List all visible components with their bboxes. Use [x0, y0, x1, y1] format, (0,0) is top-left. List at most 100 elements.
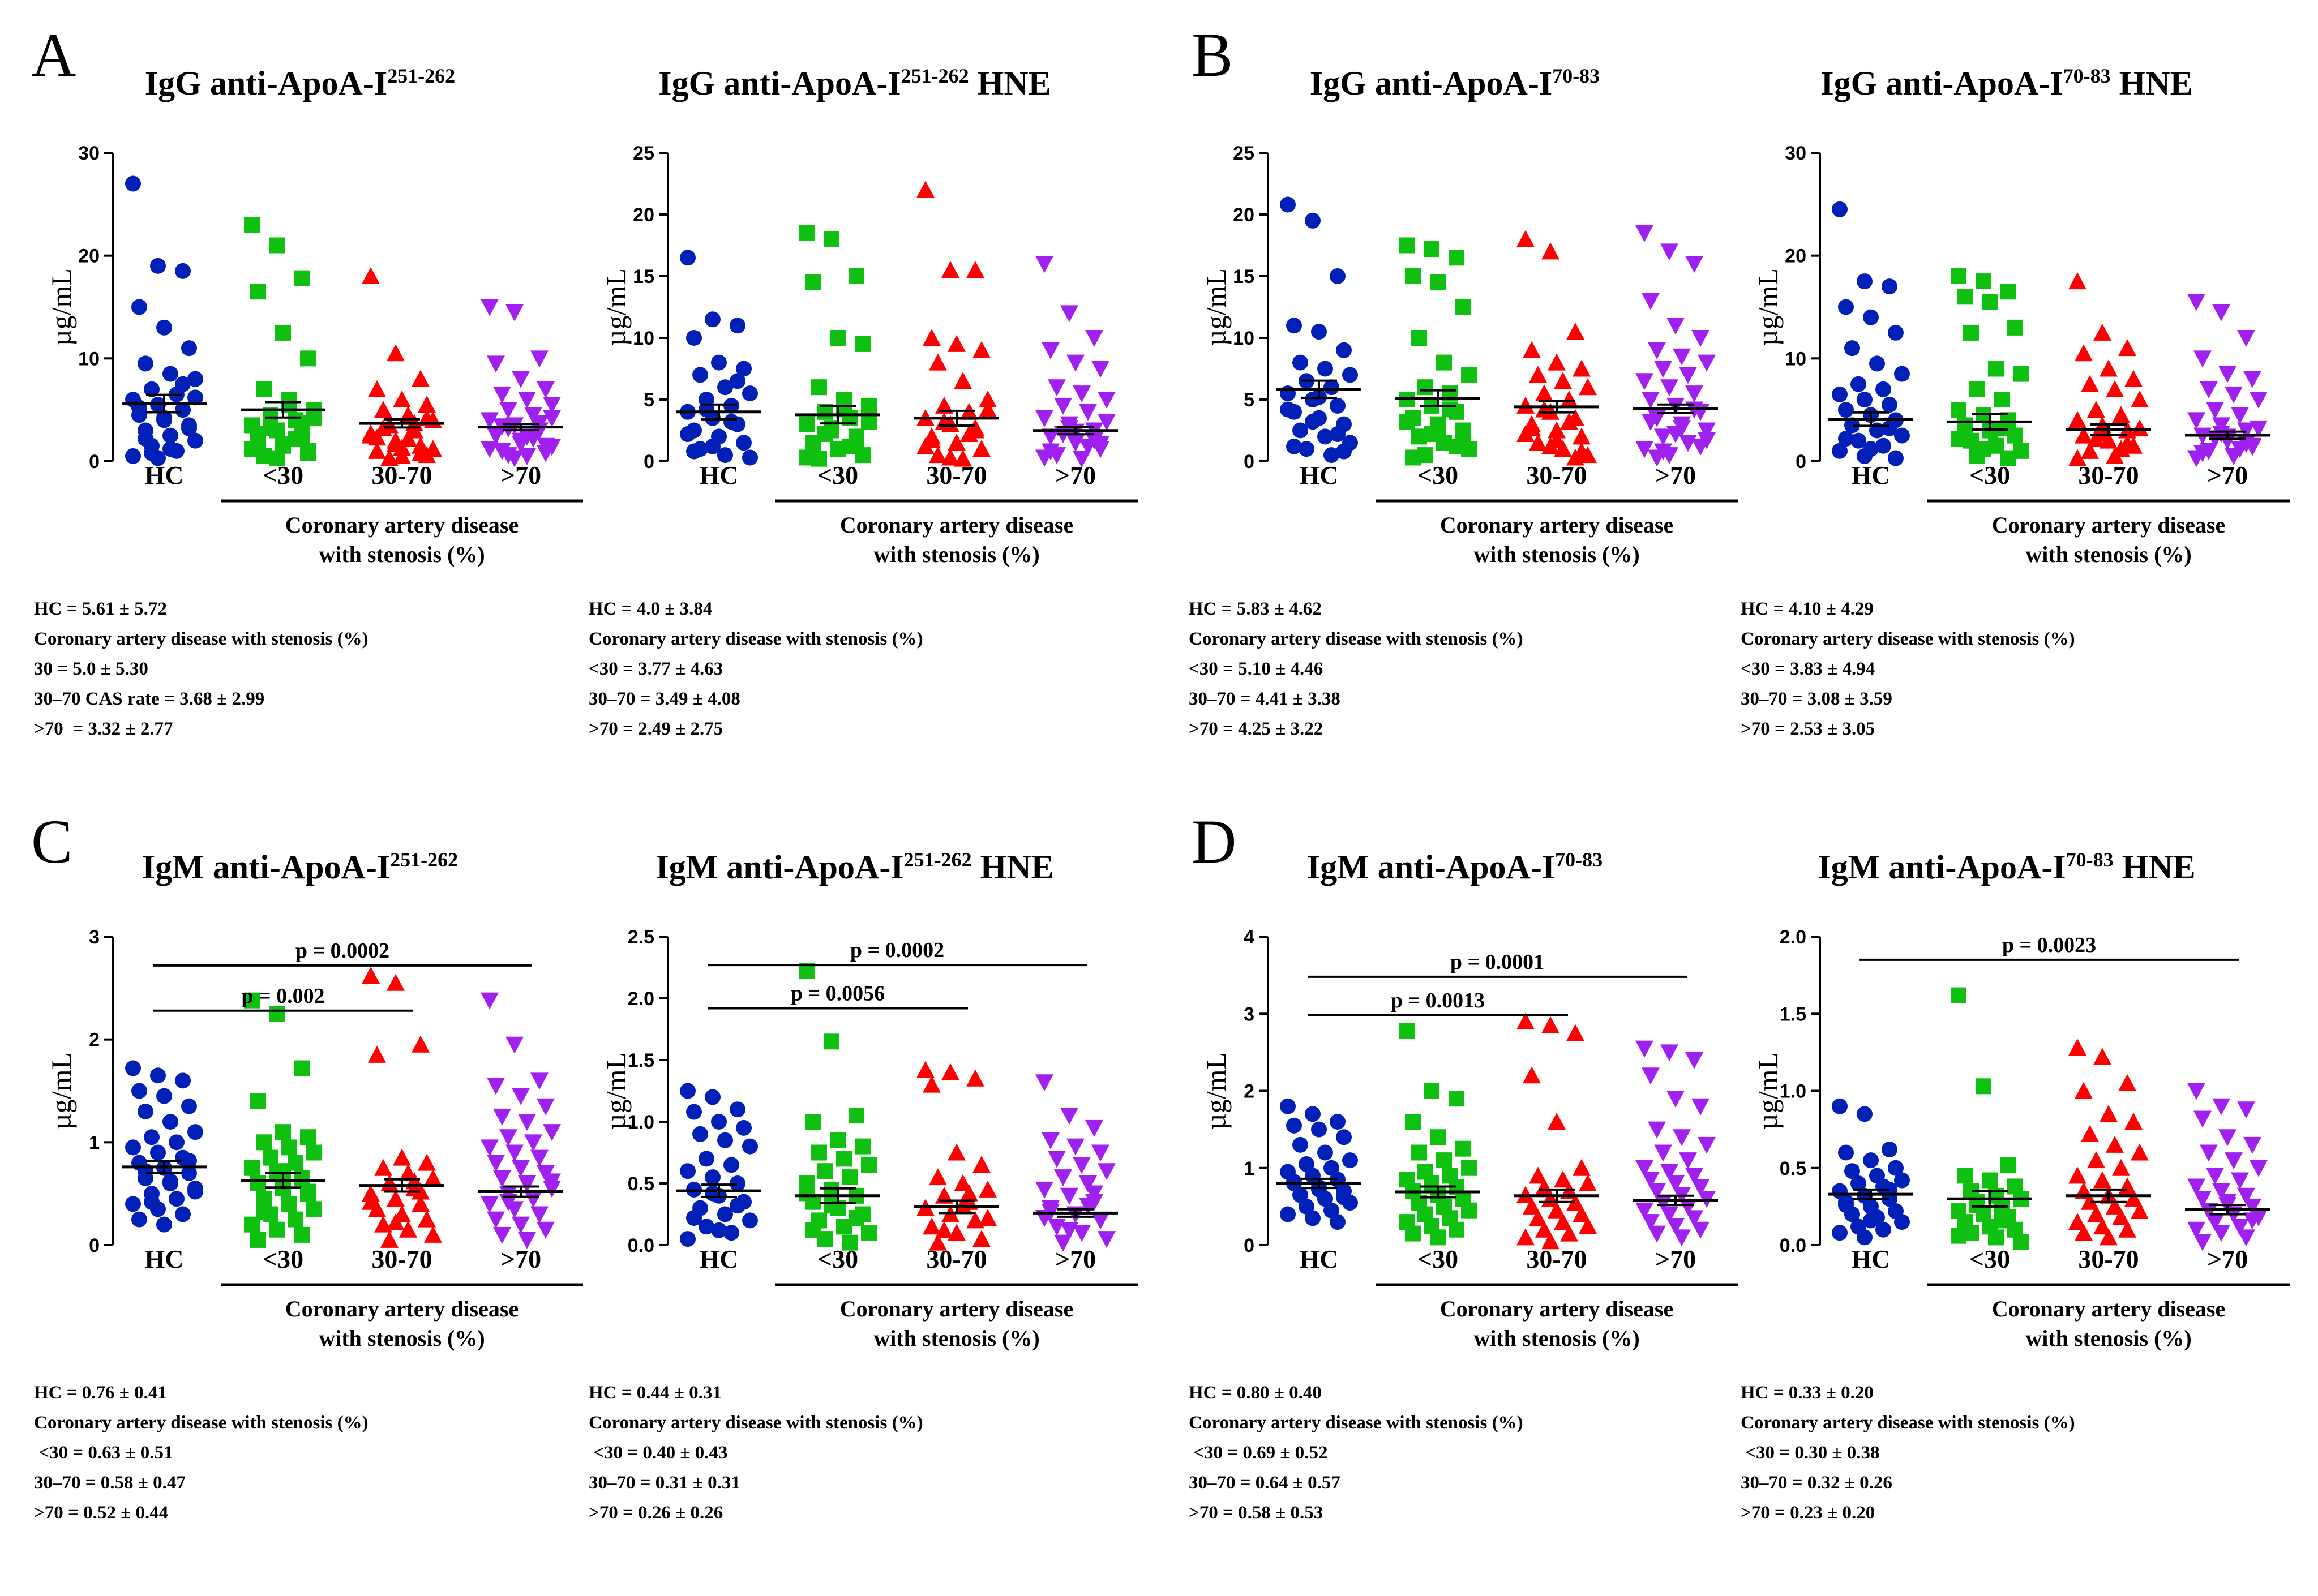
- series-3: [1035, 256, 1116, 468]
- data-point-1: [505, 304, 524, 321]
- data-point-17: [1292, 422, 1308, 439]
- data-point-27: [181, 1153, 197, 1169]
- data-point-17: [1292, 1187, 1308, 1203]
- data-point-25: [2193, 1234, 2212, 1251]
- chart-panel-igg-251-262-hne: IgG anti-ApoA-I251-262 HNE 0 5 10 15 20 25 µg/m…: [572, 54, 1138, 812]
- data-point-24: [2118, 1220, 2136, 1238]
- data-point-5: [1573, 359, 1591, 377]
- y-tick-label: 15: [633, 266, 654, 288]
- data-point-5: [418, 1153, 436, 1171]
- data-point-22: [2187, 1221, 2205, 1239]
- summary-stats: HC = 4.0 ± 3.84 Coronary artery disease w…: [589, 594, 923, 744]
- y-tick-label: 2: [89, 1029, 100, 1051]
- data-point-21: [1560, 1224, 1578, 1242]
- data-point-6: [1844, 1163, 1860, 1179]
- data-point-25: [250, 425, 266, 441]
- data-point-4: [393, 391, 411, 407]
- data-point-3: [368, 380, 386, 397]
- stats-line: HC = 5.83 ± 4.62: [1189, 599, 1322, 619]
- data-point-0: [1399, 237, 1415, 254]
- series-1: [1399, 237, 1477, 466]
- y-tick-label: 1: [1244, 1158, 1254, 1179]
- data-point-25: [2193, 445, 2212, 462]
- data-point-12: [1660, 379, 1678, 397]
- data-point-2: [1882, 1142, 1897, 1158]
- data-point-9: [2206, 1168, 2224, 1185]
- data-point-9: [1054, 397, 1072, 415]
- data-point-5: [1455, 1140, 1471, 1157]
- stats-line: Coronary artery disease with stenosis (%…: [589, 629, 923, 649]
- series-1: [1951, 268, 2029, 466]
- data-point-17: [493, 1170, 511, 1187]
- group-label: with stenosis (%): [1473, 542, 1639, 567]
- data-point-2: [1330, 268, 1346, 284]
- chart-title: IgM anti-ApoA-I70-83 HNE: [1818, 848, 2196, 886]
- data-point-25: [1642, 414, 1660, 431]
- data-point-22: [680, 426, 696, 443]
- stats-line: 30–70 = 0.31 ± 0.31: [589, 1473, 740, 1493]
- x-category-label: >70: [1055, 1245, 1096, 1273]
- data-point-13: [1685, 1168, 1703, 1185]
- data-point-23: [2212, 1225, 2230, 1242]
- series-0: [125, 175, 203, 466]
- x-category-label: <30: [263, 1245, 303, 1273]
- data-point-22: [125, 448, 141, 464]
- data-point-9: [1054, 1169, 1072, 1187]
- data-point-5: [1888, 1160, 1904, 1176]
- data-point-16: [1573, 1205, 1591, 1222]
- data-point-4: [1430, 274, 1446, 290]
- data-point-24: [966, 419, 984, 436]
- scatter-plot: 0 10 20 30 µg/mL HC <30 30-70 >70: [1752, 143, 2270, 490]
- data-point-19: [1698, 422, 1716, 440]
- y-tick-label: 2.0: [628, 988, 654, 1010]
- data-point-7: [518, 1114, 536, 1131]
- data-point-18: [954, 449, 972, 467]
- data-point-18: [1073, 1225, 1091, 1242]
- group-bracket: Coronary artery disease with stenosis (%): [1927, 499, 2290, 567]
- data-point-26: [1430, 420, 1446, 436]
- data-point-4: [711, 354, 727, 371]
- data-point-29: [518, 428, 536, 446]
- data-point-11: [481, 1139, 499, 1157]
- data-point-5: [300, 1129, 316, 1145]
- data-point-18: [518, 448, 536, 465]
- data-point-11: [125, 1139, 141, 1156]
- data-point-28: [493, 1226, 511, 1244]
- data-point-10: [1079, 1175, 1097, 1192]
- data-point-8: [187, 371, 203, 387]
- data-point-4: [948, 334, 966, 352]
- stats-line: 30–70 = 3.08 ± 3.59: [1741, 689, 1892, 709]
- data-point-13: [1685, 385, 1703, 403]
- data-point-27: [1091, 436, 1109, 453]
- x-category-label: HC: [1852, 1245, 1891, 1273]
- data-point-11: [1832, 386, 1848, 402]
- data-point-4: [1311, 324, 1327, 340]
- data-point-17: [1529, 434, 1547, 451]
- data-point-1: [2093, 323, 2111, 341]
- data-point-1: [1305, 212, 1321, 229]
- data-point-5: [2243, 1136, 2261, 1154]
- data-point-2: [294, 270, 310, 286]
- stats-line: 30–70 = 0.58 ± 0.47: [34, 1473, 186, 1493]
- data-point-25: [1838, 431, 1854, 447]
- data-point-22: [1280, 401, 1296, 418]
- data-point-3: [2193, 350, 2212, 368]
- data-point-0: [125, 1060, 141, 1076]
- data-point-6: [1292, 1136, 1308, 1153]
- data-point-14: [1642, 392, 1660, 409]
- stats-line: HC = 5.61 ± 5.72: [34, 599, 167, 619]
- data-point-9: [144, 381, 160, 397]
- data-point-6: [1411, 1144, 1427, 1161]
- x-category-label: HC: [700, 461, 739, 490]
- group-label: Coronary artery disease: [1992, 1296, 2226, 1322]
- data-point-15: [1666, 1175, 1685, 1192]
- data-point-7: [2106, 380, 2124, 397]
- data-point-18: [2106, 1197, 2124, 1215]
- y-tick-label: 2: [1244, 1081, 1254, 1102]
- data-point-4: [275, 324, 291, 341]
- data-point-26: [711, 1222, 727, 1238]
- data-point-27: [181, 420, 197, 436]
- data-point-6: [138, 1103, 153, 1119]
- data-point-17: [929, 1233, 947, 1251]
- x-category-label: HC: [145, 1245, 184, 1273]
